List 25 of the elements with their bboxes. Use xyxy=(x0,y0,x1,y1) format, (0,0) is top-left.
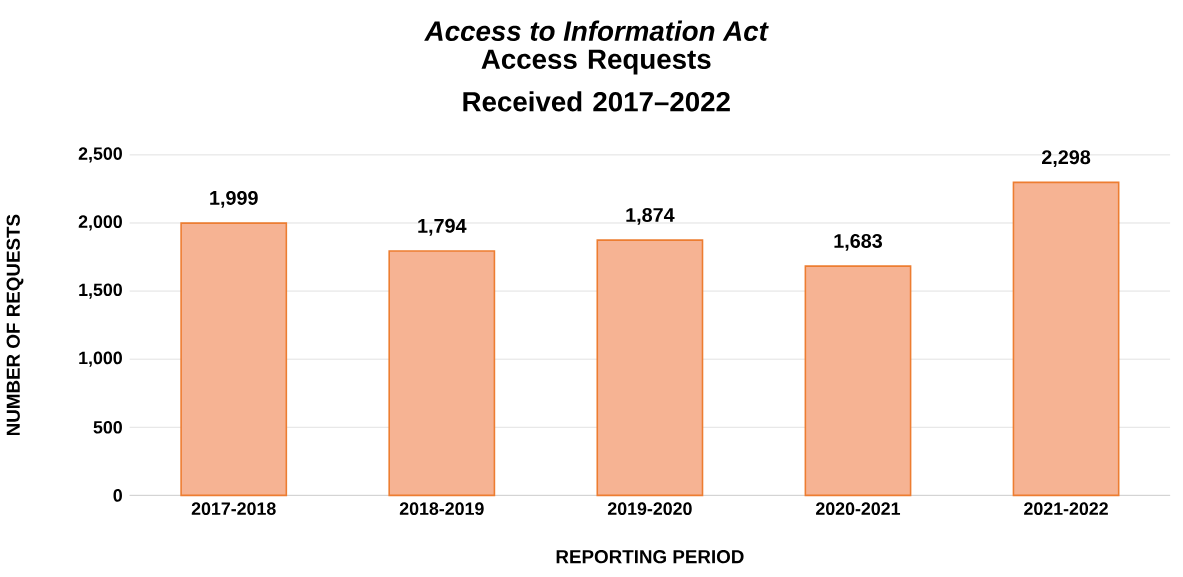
chart-subtitle: Access Requests Received 2017–2022 xyxy=(463,49,730,112)
y-tick-label: 2,000 xyxy=(78,215,122,231)
x-tick-label: 2017-2018 xyxy=(191,502,276,516)
x-axis-title: REPORTING PERIOD xyxy=(556,550,744,564)
y-axis-title: NUMBER OF REQUESTS xyxy=(6,214,24,436)
y-tick-label: 500 xyxy=(93,421,122,434)
bar xyxy=(1012,181,1120,497)
x-tick-label: 2018-2019 xyxy=(399,502,484,516)
y-tick-label: 1,500 xyxy=(79,283,122,299)
bar xyxy=(804,265,912,497)
y-tick-label: 2,500 xyxy=(78,147,122,163)
x-tick-label: 2019-2020 xyxy=(607,502,692,516)
chart-title: Access to Information Act xyxy=(424,20,769,42)
bar xyxy=(596,239,704,497)
data-label: 1,794 xyxy=(418,218,467,236)
x-tick-label: 2021-2022 xyxy=(1024,502,1108,516)
y-tick-label: 1,000 xyxy=(79,351,122,367)
bar xyxy=(388,250,496,497)
y-tick-label: 0 xyxy=(113,489,122,502)
data-label: 1,874 xyxy=(626,208,675,225)
data-label: 2,298 xyxy=(1041,150,1091,168)
data-label: 1,999 xyxy=(210,191,258,208)
data-label: 1,683 xyxy=(834,234,883,251)
x-tick-label: 2020-2021 xyxy=(816,502,901,516)
bar xyxy=(180,222,288,497)
